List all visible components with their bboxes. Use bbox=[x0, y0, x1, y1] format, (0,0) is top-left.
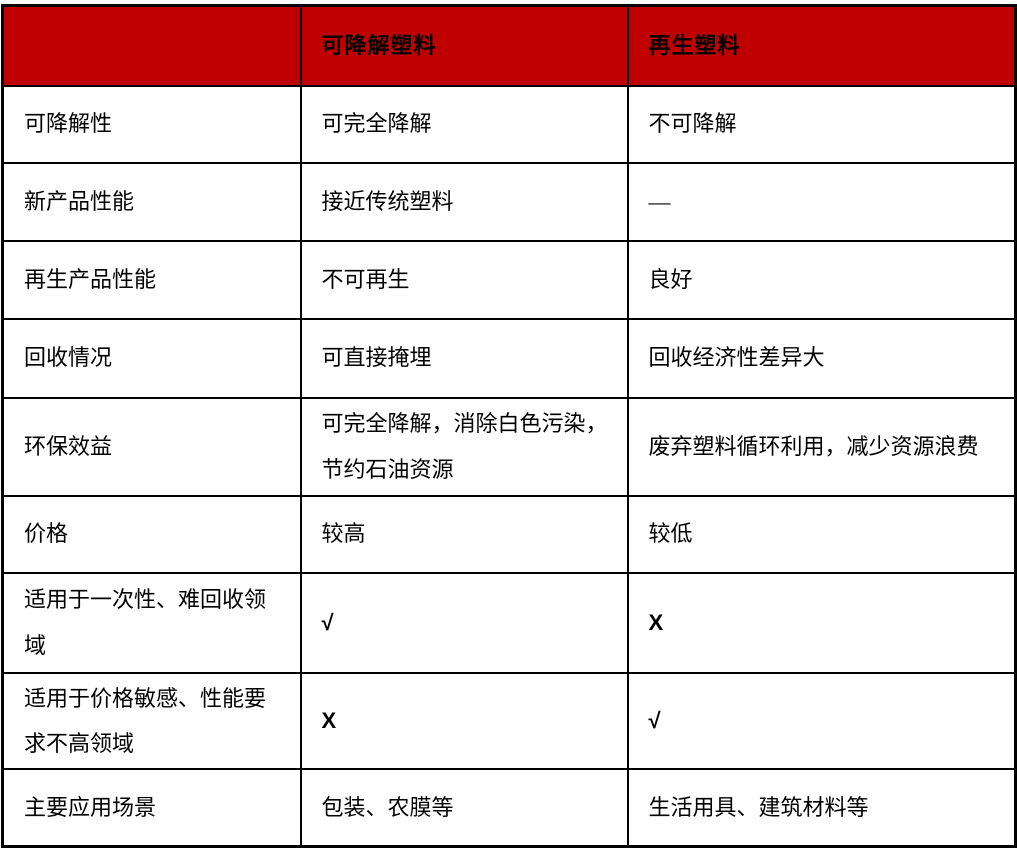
x-mark-cell: X bbox=[626, 571, 1017, 674]
recycled-cell: 较低 bbox=[626, 494, 1017, 574]
degradable-cell: 不可再生 bbox=[299, 239, 629, 320]
degradable-cell: 较高 bbox=[299, 494, 629, 574]
row-label: 回收情况 bbox=[1, 317, 302, 399]
row-label: 可降解性 bbox=[1, 84, 302, 164]
table-row-price: 价格 较高 较低 bbox=[1, 494, 1017, 574]
recycled-cell: 不可降解 bbox=[626, 84, 1017, 164]
table-row-environmental-benefit: 环保效益 可完全降解，消除白色污染，节约石油资源 废弃塑料循环利用，减少资源浪费 bbox=[1, 396, 1017, 497]
degradable-cell: 可完全降解 bbox=[299, 84, 629, 164]
degradable-cell: 可完全降解，消除白色污染，节约石油资源 bbox=[299, 396, 629, 497]
check-mark-cell: √ bbox=[626, 671, 1017, 770]
table-row-recycled-product-performance: 再生产品性能 不可再生 良好 bbox=[1, 239, 1017, 320]
row-label: 再生产品性能 bbox=[1, 239, 302, 320]
table-row-degradability: 可降解性 可完全降解 不可降解 bbox=[1, 84, 1017, 164]
row-label: 新产品性能 bbox=[1, 161, 302, 242]
recycled-cell: 回收经济性差异大 bbox=[626, 317, 1017, 399]
header-cell-empty bbox=[1, 4, 302, 87]
row-label: 环保效益 bbox=[1, 396, 302, 497]
row-label: 价格 bbox=[1, 494, 302, 574]
comparison-table: 可降解塑料 再生塑料 可降解性 可完全降解 不可降解 新产品性能 接近传统塑料 … bbox=[1, 4, 1017, 848]
degradable-cell: 接近传统塑料 bbox=[299, 161, 629, 242]
recycled-cell: 废弃塑料循环利用，减少资源浪费 bbox=[626, 396, 1017, 497]
row-label: 适用于一次性、难回收领域 bbox=[1, 571, 302, 674]
table-row-disposable-field: 适用于一次性、难回收领域 √ X bbox=[1, 571, 1017, 674]
check-mark-cell: √ bbox=[299, 571, 629, 674]
degradable-cell: 包装、农膜等 bbox=[299, 767, 629, 848]
recycled-cell: — bbox=[626, 161, 1017, 242]
table-row-new-product-performance: 新产品性能 接近传统塑料 — bbox=[1, 161, 1017, 242]
recycled-cell: 生活用具、建筑材料等 bbox=[626, 767, 1017, 848]
recycled-cell: 良好 bbox=[626, 239, 1017, 320]
header-cell-recycled-plastic: 再生塑料 bbox=[626, 4, 1017, 87]
header-cell-degradable-plastic: 可降解塑料 bbox=[299, 4, 629, 87]
x-mark-cell: X bbox=[299, 671, 629, 770]
table-row-recycling-status: 回收情况 可直接掩埋 回收经济性差异大 bbox=[1, 317, 1017, 399]
table-row-price-sensitive-field: 适用于价格敏感、性能要求不高领域 X √ bbox=[1, 671, 1017, 770]
degradable-cell: 可直接掩埋 bbox=[299, 317, 629, 399]
row-label: 适用于价格敏感、性能要求不高领域 bbox=[1, 671, 302, 770]
row-label: 主要应用场景 bbox=[1, 767, 302, 848]
table-row-main-applications: 主要应用场景 包装、农膜等 生活用具、建筑材料等 bbox=[1, 767, 1017, 848]
header-row: 可降解塑料 再生塑料 bbox=[1, 4, 1017, 87]
